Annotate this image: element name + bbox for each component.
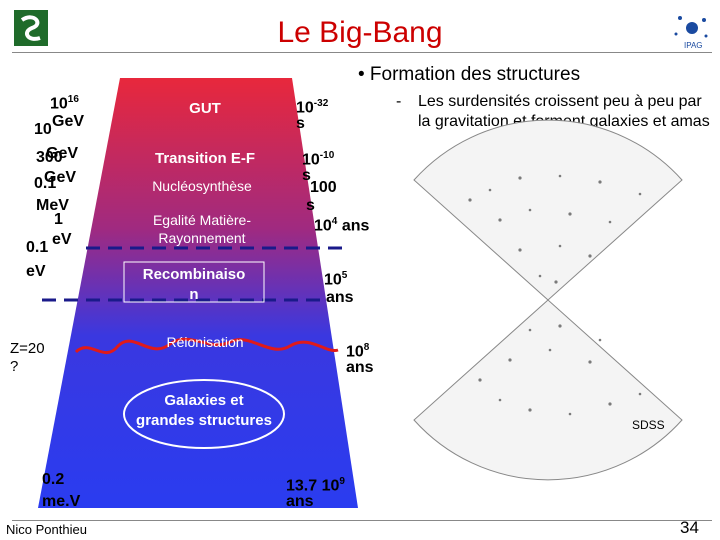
energy-1: 1016 [50,94,79,113]
stage-galaxies-line1: Galaxies et [164,392,244,409]
energy-3: 300 [36,149,63,166]
sdss-galaxy-survey [413,119,683,481]
energy-2: 10 [34,121,52,138]
energy-5: 1 [54,211,63,228]
time-7-unit: ans [286,493,314,510]
time-2: 10-10 [302,150,335,169]
galaxies-ellipse [123,379,285,449]
time-2-unit: s [302,167,311,184]
time-6-unit: ans [346,359,374,376]
stage-recombinaison-line2: n [189,286,199,303]
footer-author: Nico Ponthieu [6,522,87,537]
sub-bullet-dash: - [396,93,402,110]
redshift-label: Z=20 [10,340,45,357]
stage-egalite-line2: Rayonnement [158,230,246,246]
time-6: 108 [346,342,370,361]
stage-reionisation: Réionisation [166,334,244,350]
header-rule [12,52,712,53]
energy-4-unit: MeV [36,197,69,214]
wavy-line-reionisation [74,337,339,354]
time-5-unit: ans [326,289,354,306]
time-5: 105 [324,270,348,289]
energy-7-unit: me.V [42,493,81,510]
energy-3-unit: GeV [44,169,77,186]
energy-2-unit: GeV [46,145,79,162]
time-7: 13.7 109 [286,476,345,495]
stage-nucleosynthese: Nucléosynthèse [152,178,252,194]
redshift-question: ? [10,358,19,375]
svg-text:IPAG: IPAG [684,41,703,50]
logo-right: IPAG [668,10,712,52]
bullet-title: • Formation des structures [358,64,581,85]
stage-recombinaison-line1: Recombinaiso [142,266,246,283]
energy-7: 0.2 [42,471,65,488]
energy-5-unit: eV [52,231,72,248]
sdss-label: SDSS [632,418,665,432]
energy-6-unit: eV [26,263,46,280]
energy-1-unit: GeV [52,113,85,130]
stage-egalite-line1: Egalité Matière- [152,212,252,228]
time-1: 10-32 [296,98,329,117]
logo-left [14,10,48,46]
energy-4: 0.1 [34,175,57,192]
time-3-unit: s [306,197,315,214]
energy-6: 0.1 [26,239,49,256]
time-1-unit: s [296,115,305,132]
time-4: 104 ans [314,216,370,235]
stage-gut: GUT [189,100,221,117]
stage-transition: Transition E-F [154,150,255,167]
footer-rule [12,520,712,521]
recombinaison-frame [123,261,265,303]
time-3: 100 [310,179,337,196]
stage-galaxies-line2: grandes structures [136,412,272,429]
page-title: Le Big-Bang [277,16,443,49]
page-number: 34 [680,518,699,537]
